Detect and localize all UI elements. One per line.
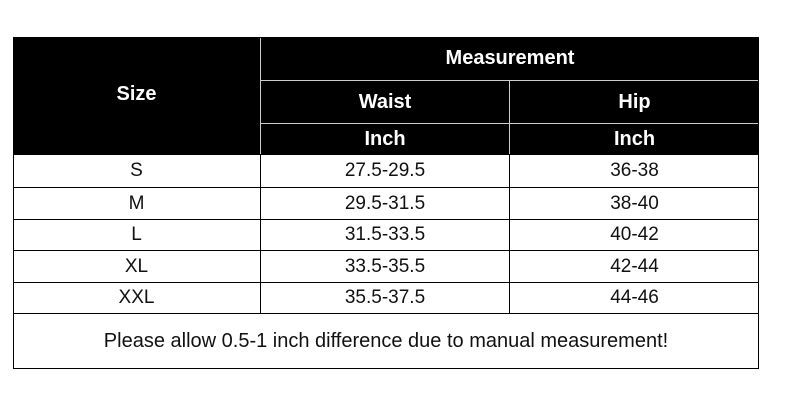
measurement-cell: 33.5-35.5 <box>261 250 510 282</box>
measurement-cell: 35.5-37.5 <box>261 282 510 313</box>
unit-header: Inch <box>261 124 510 154</box>
size-header: Size <box>13 37 261 154</box>
measurement-cell: 38-40 <box>510 187 759 219</box>
measurement-cell: 27.5-29.5 <box>261 154 510 187</box>
measurement-cell: 44-46 <box>510 282 759 313</box>
size-cell: XXL <box>13 282 261 313</box>
measurement-cell: 29.5-31.5 <box>261 187 510 219</box>
unit-header: Inch <box>510 124 759 154</box>
note: Please allow 0.5-1 inch difference due t… <box>13 313 759 369</box>
measurement-cell: 36-38 <box>510 154 759 187</box>
size-cell: L <box>13 219 261 250</box>
size-cell: S <box>13 154 261 187</box>
group-header: Measurement <box>261 37 759 81</box>
size-cell: M <box>13 187 261 219</box>
measurement-cell: 31.5-33.5 <box>261 219 510 250</box>
measurement-cell: 40-42 <box>510 219 759 250</box>
column-header: Waist <box>261 81 510 124</box>
size-cell: XL <box>13 250 261 282</box>
measurement-cell: 42-44 <box>510 250 759 282</box>
column-header: Hip <box>510 81 759 124</box>
